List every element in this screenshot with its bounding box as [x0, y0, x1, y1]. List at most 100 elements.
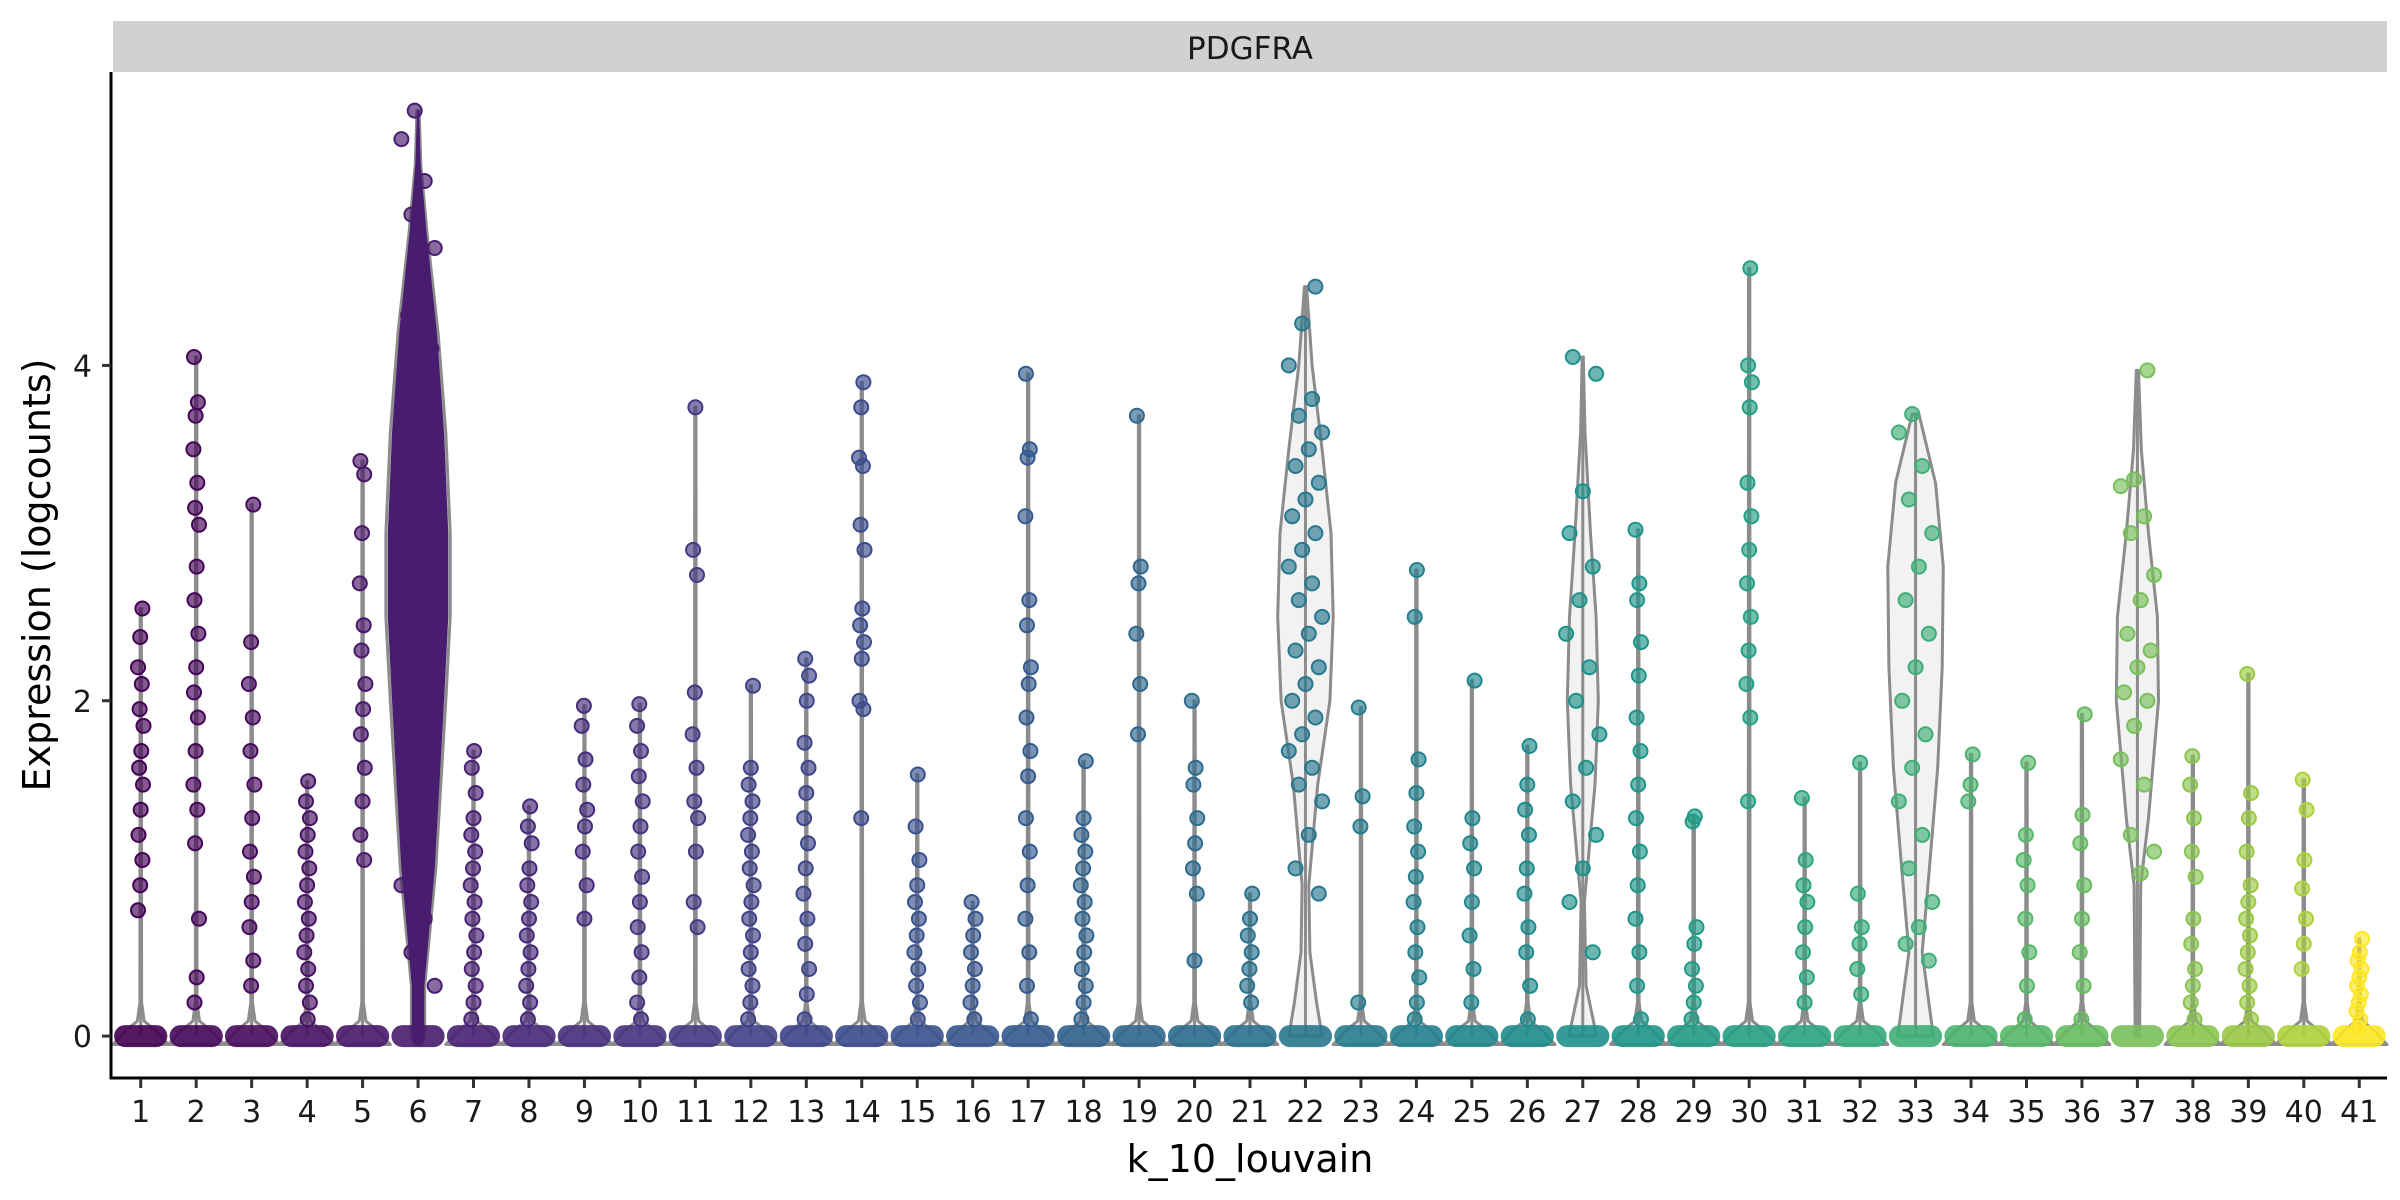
point-7-10 [467, 843, 484, 860]
zero-band-2 [169, 1025, 223, 1048]
point-37-12 [2146, 567, 2163, 583]
point-17-13 [1021, 592, 1038, 609]
point-17-11 [1022, 659, 1039, 676]
point-24-6 [1407, 868, 1424, 885]
point-22-15 [1290, 592, 1307, 609]
point-30-7 [1743, 508, 1760, 525]
zero-band-15 [890, 1025, 944, 1048]
point-22-23 [1287, 458, 1304, 474]
point-2-19 [186, 349, 202, 365]
point-6-23 [403, 206, 420, 223]
point-17-12 [1019, 617, 1035, 634]
point-22-14 [1314, 608, 1331, 625]
point-15-1 [912, 994, 928, 1011]
point-17-5 [1021, 843, 1038, 860]
point-14-8 [852, 516, 869, 533]
point-24-9 [1408, 785, 1425, 801]
point-32-3 [1853, 919, 1870, 936]
point-23-2 [1354, 788, 1371, 805]
point-33-9 [1894, 692, 1911, 709]
point-23-0 [1350, 994, 1367, 1011]
point-7-3 [463, 961, 480, 977]
point-11-4 [686, 793, 703, 810]
point-13-5 [795, 885, 812, 902]
point-7-9 [465, 860, 481, 877]
point-36-2 [2071, 944, 2088, 961]
point-22-25 [1314, 424, 1331, 441]
x-tick-label-33: 33 [1896, 1095, 1934, 1130]
point-22-9 [1284, 692, 1301, 709]
point-12-9 [741, 860, 758, 877]
point-2-4 [189, 801, 206, 818]
point-10-7 [630, 843, 647, 860]
point-8-11 [519, 818, 536, 835]
point-9-4 [579, 801, 596, 818]
point-5-10 [354, 525, 370, 542]
point-27-5 [1578, 759, 1595, 776]
point-15-10 [907, 818, 924, 835]
y-tick-label-0: 0 [73, 1020, 92, 1055]
zero-band-4 [280, 1025, 334, 1048]
point-22-4 [1290, 776, 1307, 793]
point-33-17 [1890, 424, 1907, 441]
point-6-0 [426, 977, 443, 994]
point-38-1 [2182, 994, 2199, 1011]
point-29-0 [1683, 1011, 1700, 1028]
point-36-1 [2075, 977, 2092, 994]
point-29-1 [1685, 994, 1702, 1011]
point-39-11 [2243, 785, 2260, 801]
point-25-5 [1462, 835, 1479, 852]
point-6-26 [406, 102, 423, 119]
point-12-5 [745, 927, 761, 944]
point-6-18 [410, 374, 426, 391]
point-7-13 [467, 785, 484, 801]
y-axis-title: Expression (logcounts) [15, 359, 59, 792]
x-axis-ticks: 1 2 3 4 5 6 7 8 9 10 11 12 13 14 15 16 17 18 19 20 21 22 23 24 2… [131, 1079, 2378, 1130]
point-3-1 [245, 952, 262, 969]
point-7-11 [463, 826, 480, 843]
point-33-2 [1910, 919, 1927, 936]
point-28-5 [1631, 843, 1648, 860]
point-28-1 [1629, 977, 1646, 994]
point-12-3 [740, 961, 757, 977]
point-11-1 [685, 894, 702, 910]
point-38-8 [2186, 810, 2202, 827]
point-6-2 [416, 910, 433, 927]
point-7-6 [464, 910, 481, 927]
point-6-14 [393, 508, 410, 525]
point-16-2 [964, 977, 981, 994]
point-17-9 [1018, 709, 1035, 726]
point-12-14 [740, 776, 757, 793]
point-4-1 [301, 994, 318, 1011]
point-26-1 [1522, 977, 1539, 994]
zero-band-10 [613, 1025, 667, 1048]
point-13-6 [797, 860, 814, 877]
point-12-2 [744, 977, 761, 994]
point-4-3 [300, 961, 317, 977]
point-6-12 [403, 575, 420, 592]
point-32-5 [1852, 754, 1869, 771]
point-21-4 [1239, 927, 1256, 944]
point-26-3 [1520, 919, 1537, 936]
point-7-12 [465, 810, 482, 827]
point-39-1 [2239, 994, 2256, 1011]
point-19-4 [1132, 558, 1149, 575]
zero-band-35 [1999, 1025, 2054, 1048]
point-13-8 [796, 810, 813, 827]
point-2-6 [187, 743, 204, 759]
violin-group-26 [1498, 738, 1557, 1048]
y-axis-ticks: 0 2 4 [73, 349, 111, 1055]
violin-group-9 [555, 697, 614, 1048]
point-25-6 [1464, 810, 1481, 827]
point-26-6 [1521, 826, 1537, 843]
point-24-4 [1409, 919, 1426, 936]
violin-group-29 [1664, 808, 1723, 1048]
x-tick-label-1: 1 [131, 1095, 150, 1130]
point-8-10 [523, 835, 540, 852]
point-8-5 [518, 927, 535, 944]
point-33-12 [1897, 592, 1914, 609]
point-14-0 [853, 810, 870, 827]
point-8-8 [519, 877, 536, 894]
point-2-13 [191, 516, 207, 533]
point-31-4 [1799, 894, 1816, 910]
